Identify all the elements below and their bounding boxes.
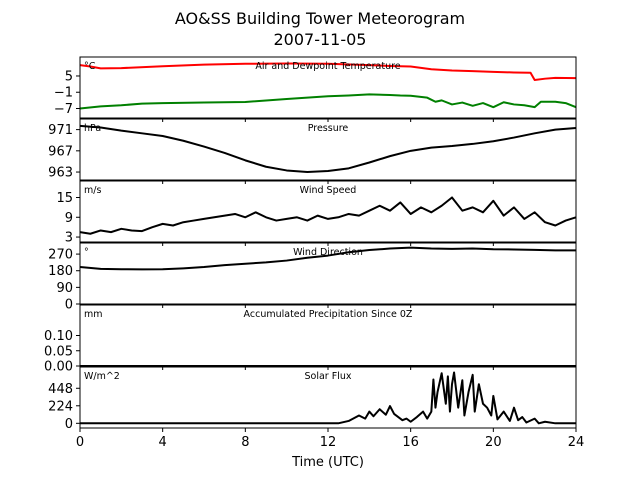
unit-label: m/s <box>84 185 101 196</box>
y-tick-label: 180 <box>48 264 73 279</box>
y-tick-label: 0.10 <box>44 329 73 344</box>
unit-label: mm <box>84 309 103 320</box>
y-tick-label: −1 <box>54 86 73 101</box>
panel-title: Accumulated Precipitation Since 0Z <box>244 309 413 320</box>
x-tick-label: 16 <box>402 435 419 450</box>
y-tick-label: 0 <box>65 298 73 313</box>
series-line-dewpoint <box>79 93 577 110</box>
x-tick-label: 24 <box>568 435 585 450</box>
figure-title: AO&SS Building Tower Meteorogram <box>175 9 465 28</box>
y-tick-label: 270 <box>48 248 73 263</box>
panel-title: Wind Direction <box>293 247 363 258</box>
unit-label: hPa <box>84 123 101 134</box>
panel-title: Air and Dewpoint Temperature <box>255 61 400 72</box>
unit-label: °C <box>84 61 96 72</box>
panel-2: 971 967 963 hPa Pressure <box>48 118 577 184</box>
unit-label: W/m^2 <box>84 371 120 382</box>
x-tick-label: 12 <box>320 435 337 450</box>
y-tick-label: −7 <box>54 102 73 117</box>
series-line-wind-speed <box>79 196 577 235</box>
y-tick-label: 9 <box>65 211 73 226</box>
y-tick-label: 971 <box>48 123 73 138</box>
panel-6: 448 224 0 W/m^2 Solar Flux <box>48 366 577 432</box>
y-tick-label: 3 <box>65 231 73 246</box>
series-line-temperature <box>79 62 577 82</box>
y-tick-label: 963 <box>48 166 73 181</box>
series-line-wind-direction <box>79 246 576 271</box>
panels: 5 −1−7 °C Air and Dewpoint Temperature 971 96… <box>44 56 585 450</box>
panel-3: 15 9 3 m/s Wind Speed <box>56 180 577 246</box>
unit-label: ° <box>84 247 89 258</box>
y-tick-label: 967 <box>48 144 73 159</box>
x-tick-label: 0 <box>76 435 84 450</box>
panel-title: Wind Speed <box>300 185 357 196</box>
panel-title: Pressure <box>308 123 349 134</box>
panel-1: 5 −1−7 °C Air and Dewpoint Temperature <box>54 56 577 122</box>
x-axis-label: Time (UTC) <box>291 455 364 470</box>
series-line-solar-flux <box>80 371 576 425</box>
series-line-pressure <box>79 124 577 174</box>
figure-subtitle: 2007-11-05 <box>274 30 367 49</box>
panel-title: Solar Flux <box>305 371 352 382</box>
y-tick-label: 224 <box>48 399 73 414</box>
y-tick-label: 0.00 <box>44 360 73 375</box>
y-tick-label: 0 <box>65 417 73 432</box>
x-tick-label: 8 <box>241 435 249 450</box>
x-tick-label: 20 <box>485 435 502 450</box>
y-tick-label: 448 <box>48 382 73 397</box>
y-tick-label: 15 <box>56 191 73 206</box>
y-tick-label: 0.05 <box>44 344 73 359</box>
y-tick-label: 5 <box>65 69 73 84</box>
y-tick-label: 90 <box>56 281 73 296</box>
panel-5: 0.100.050.00 mm Accumulated Precipitation … <box>44 304 577 375</box>
x-tick-label: 4 <box>159 435 167 450</box>
